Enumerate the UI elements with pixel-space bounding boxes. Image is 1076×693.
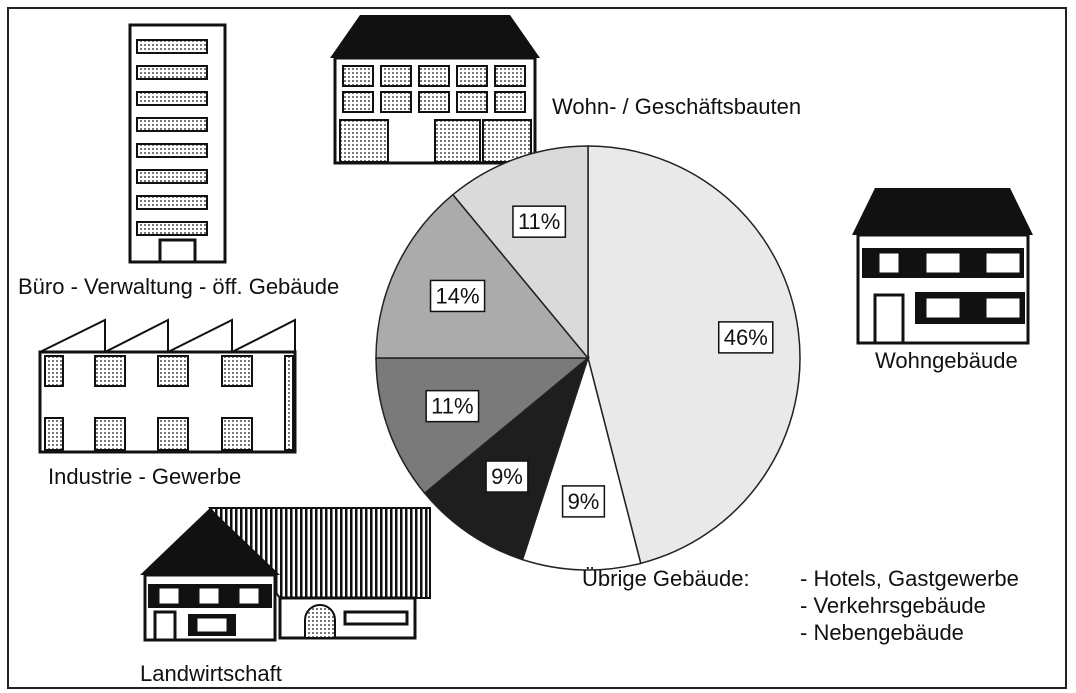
chart: 46% 9% 9% 11% 14% 11% Wohngebäude Übrige Gebäud… xyxy=(0,0,1076,693)
value-label: 11% xyxy=(431,394,473,419)
commercial-building-icon xyxy=(330,15,540,163)
category-label: Wohngebäude xyxy=(875,348,1018,373)
farm-icon xyxy=(140,508,430,640)
factory-icon xyxy=(40,320,295,452)
category-label: Industrie - Gewerbe xyxy=(48,464,241,489)
value-label: 46% xyxy=(724,325,768,350)
office-tower-icon xyxy=(130,25,225,262)
category-label: Landwirtschaft xyxy=(140,661,282,686)
category-label: Übrige Gebäude: xyxy=(582,566,750,591)
category-label: Büro - Verwaltung - öff. Gebäude xyxy=(18,274,339,299)
note: - Verkehrsgebäude xyxy=(800,593,986,618)
category-label: Wohn- / Geschäftsbauten xyxy=(552,94,801,119)
value-label: 14% xyxy=(436,283,480,308)
house-icon xyxy=(852,188,1033,343)
note: - Hotels, Gastgewerbe xyxy=(800,566,1019,591)
value-label: 9% xyxy=(568,489,600,514)
note: - Nebengebäude xyxy=(800,620,964,645)
value-label: 9% xyxy=(491,464,523,489)
value-label: 11% xyxy=(518,209,560,234)
